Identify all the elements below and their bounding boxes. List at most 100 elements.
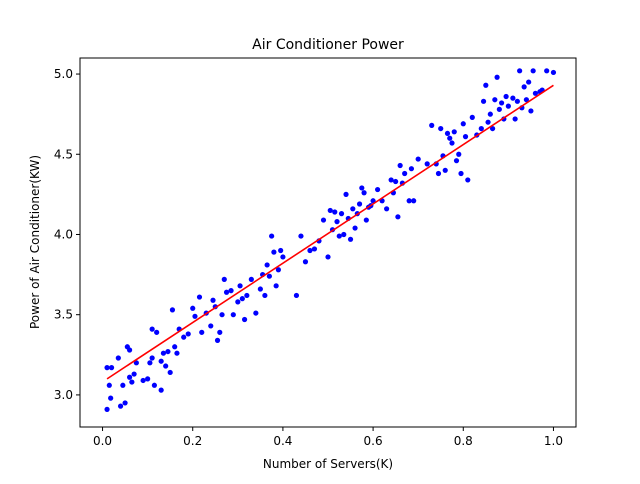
data-point [158, 358, 164, 364]
data-point [167, 369, 173, 376]
fit-lines [106, 84, 554, 380]
data-point [269, 233, 275, 239]
x-axis-ticks: 0.0 0.2 0.4 0.6 0.8 1.0 [93, 427, 563, 448]
data-point [129, 379, 135, 385]
data-point [235, 299, 241, 305]
data-point [214, 337, 221, 343]
data-point [465, 177, 471, 183]
data-point [447, 135, 453, 141]
data-point [393, 178, 399, 185]
data-point [307, 247, 313, 254]
data-point [108, 365, 115, 371]
data-point [341, 231, 347, 238]
data-point [449, 140, 455, 146]
y-tick-label: 4.0 [54, 227, 73, 241]
data-point [411, 198, 417, 204]
data-point [496, 106, 502, 112]
data-point [140, 377, 146, 384]
data-point [253, 310, 259, 316]
plot-frame [79, 57, 577, 428]
data-point [363, 217, 369, 223]
data-point [402, 170, 408, 177]
data-point [528, 108, 534, 114]
data-point [361, 190, 367, 196]
data-point [192, 313, 198, 319]
data-point [151, 382, 157, 388]
data-point [280, 254, 286, 260]
data-point [122, 400, 128, 406]
data-point [462, 134, 469, 140]
data-point [271, 249, 277, 255]
data-point [104, 406, 110, 412]
y-tick-label: 5.0 [54, 67, 73, 81]
data-point [505, 103, 511, 109]
data-point [230, 312, 236, 318]
data-point [208, 323, 214, 329]
data-point [163, 363, 169, 369]
data-point [338, 211, 345, 217]
data-point [388, 177, 394, 183]
x-tick-label: 1.0 [544, 434, 563, 448]
data-point [104, 365, 110, 371]
data-point [219, 312, 225, 318]
data-point [456, 151, 462, 157]
data-point [149, 326, 155, 332]
data-point [469, 114, 475, 120]
data-point [478, 125, 484, 132]
data-point [185, 331, 191, 337]
data-point [406, 198, 412, 204]
data-point [442, 167, 448, 173]
data-point [311, 246, 318, 252]
data-point [397, 162, 403, 169]
data-point [492, 97, 498, 103]
x-tick-label: 0.4 [273, 434, 292, 448]
data-point [332, 209, 338, 215]
data-point [115, 355, 121, 361]
data-point [199, 329, 205, 335]
data-point [257, 286, 263, 292]
data-point [350, 206, 356, 212]
data-point [127, 374, 133, 380]
data-point [127, 347, 133, 353]
data-point [512, 116, 518, 122]
data-point [453, 158, 460, 164]
data-point [248, 276, 254, 282]
regression-line [106, 84, 554, 380]
data-point [384, 206, 390, 212]
data-point [302, 259, 309, 265]
data-point [521, 84, 527, 90]
data-point [172, 344, 178, 350]
data-point [298, 233, 304, 239]
data-point [320, 217, 327, 223]
data-point [489, 125, 496, 132]
data-point [526, 79, 532, 85]
data-point [117, 403, 124, 409]
data-point [359, 185, 365, 191]
data-point [460, 121, 466, 127]
data-point [415, 156, 421, 162]
data-point [262, 292, 268, 299]
data-point [221, 276, 227, 282]
x-tick-label: 0.2 [183, 434, 202, 448]
scatter-points [104, 68, 557, 412]
data-point [424, 161, 430, 167]
y-axis-label: Power of Air Conditioner(KW) [28, 155, 42, 329]
data-point [444, 130, 451, 137]
data-point [223, 289, 230, 295]
data-point [293, 292, 300, 299]
data-point [517, 68, 523, 74]
y-tick-label: 3.0 [54, 388, 73, 402]
data-point [523, 97, 530, 103]
chart-title: Air Conditioner Power [252, 37, 404, 53]
data-point [510, 95, 516, 101]
data-point [336, 233, 342, 239]
data-point [395, 214, 401, 220]
data-point [106, 382, 112, 388]
data-point [181, 334, 187, 340]
data-point [532, 90, 539, 96]
x-tick-label: 0.6 [364, 434, 383, 448]
data-point [154, 329, 160, 335]
data-point [165, 348, 171, 355]
data-point [237, 283, 243, 289]
